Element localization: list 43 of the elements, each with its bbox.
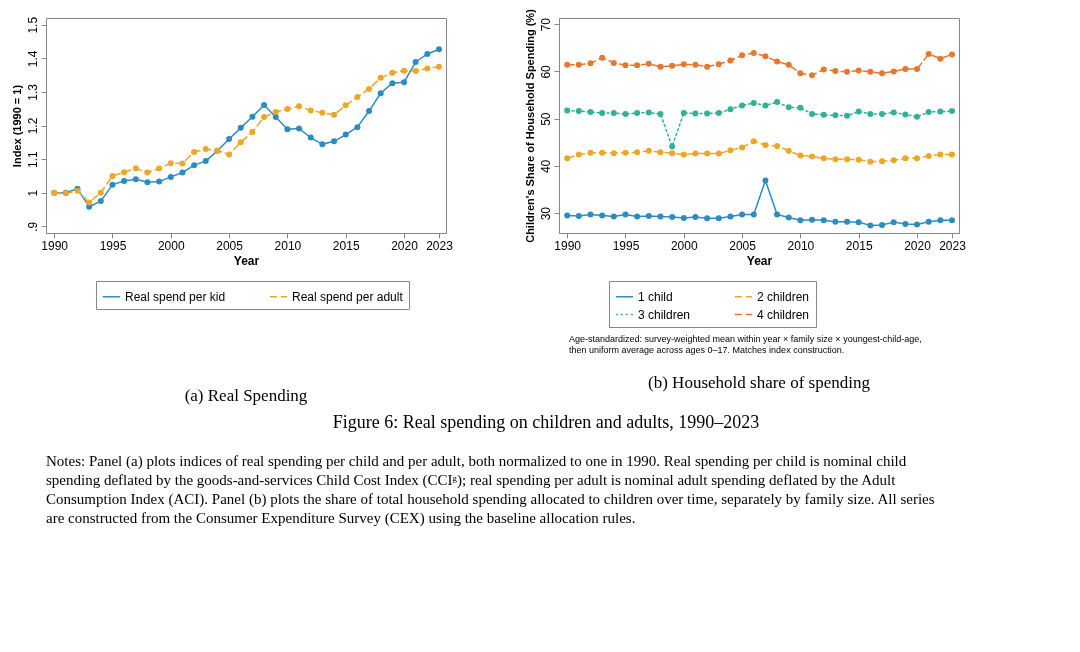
x-axis-title: Year — [233, 253, 260, 268]
x-tick-label: 1990 — [41, 238, 69, 253]
legend-label: 4 children — [757, 307, 810, 322]
x-tick-label: 2015 — [332, 238, 360, 253]
legend-label: 3 children — [638, 307, 691, 322]
text: (a) Real Spending — [184, 385, 308, 405]
legend-label: 1 child — [638, 289, 673, 304]
x-tick-label: 2020 — [391, 238, 419, 253]
text: Notes: Panel (a) plots indices of real spending per child and per adult, both normalized to one in 1990. Real spending per child is nominal child spending deflated by the goods-and-services Child Cost Index (CCIᵍ); real spending per adult is nominal adult spending deflated by the Adult Consumption Index (ACI). Panel (b) plots the share of total household spending allocated to children over time, separately by family size. All series are constructed from the Consumer Expenditure Survey (CEX) using the baseline allocation rules. — [46, 453, 935, 527]
legend-label: 2 children — [757, 289, 810, 304]
x-tick-label: 1990 — [554, 238, 582, 253]
x-tick-label: 2020 — [904, 238, 932, 253]
x-tick-label: 2005 — [729, 238, 757, 253]
legend-label: Real spend per adult — [292, 289, 404, 304]
x-tick-label: 2023 — [426, 238, 454, 253]
x-tick-label: 2000 — [670, 238, 698, 253]
y-axis-title: Children's Share of Household Spending (%) — [523, 8, 536, 243]
text: Age-standardized: survey-weighted mean within year × family size × youngest-child-age, then uniform average across ages 0–17. Matches index construction. — [569, 334, 922, 355]
y-axis-title: Index (1990 = 1) — [10, 84, 23, 168]
y-tick-label: 40 — [538, 159, 553, 174]
y-tick-label: 1.1 — [25, 150, 40, 168]
caption: Figure 6: Real spending on children and adults, 1990–2023 — [332, 412, 760, 432]
x-axis-title: Year — [746, 253, 773, 268]
y-tick-label: 50 — [538, 112, 553, 126]
x-tick-label: 2023 — [939, 238, 967, 253]
text: (b) Household share of spending — [648, 373, 871, 392]
x-tick-label: 2010 — [787, 238, 815, 253]
y-tick-label: 1.3 — [25, 83, 40, 101]
x-tick-label: 2000 — [157, 238, 185, 253]
y-tick-label: 1.5 — [25, 16, 40, 34]
y-tick-label: 1.2 — [25, 117, 40, 135]
x-tick-label: 2015 — [845, 238, 873, 253]
x-tick-label: 1995 — [612, 238, 640, 253]
y-tick-label: 1 — [25, 189, 40, 197]
x-tick-label: 2010 — [274, 238, 302, 253]
x-tick-label: 2005 — [216, 238, 244, 253]
y-tick-label: 70 — [538, 17, 553, 32]
legend-label: Real spend per kid — [125, 289, 226, 304]
y-tick-label: 60 — [538, 64, 553, 79]
y-tick-label: .9 — [25, 221, 40, 232]
x-tick-label: 1995 — [99, 238, 127, 253]
y-tick-label: 30 — [538, 206, 553, 221]
y-tick-label: 1.4 — [25, 50, 40, 68]
